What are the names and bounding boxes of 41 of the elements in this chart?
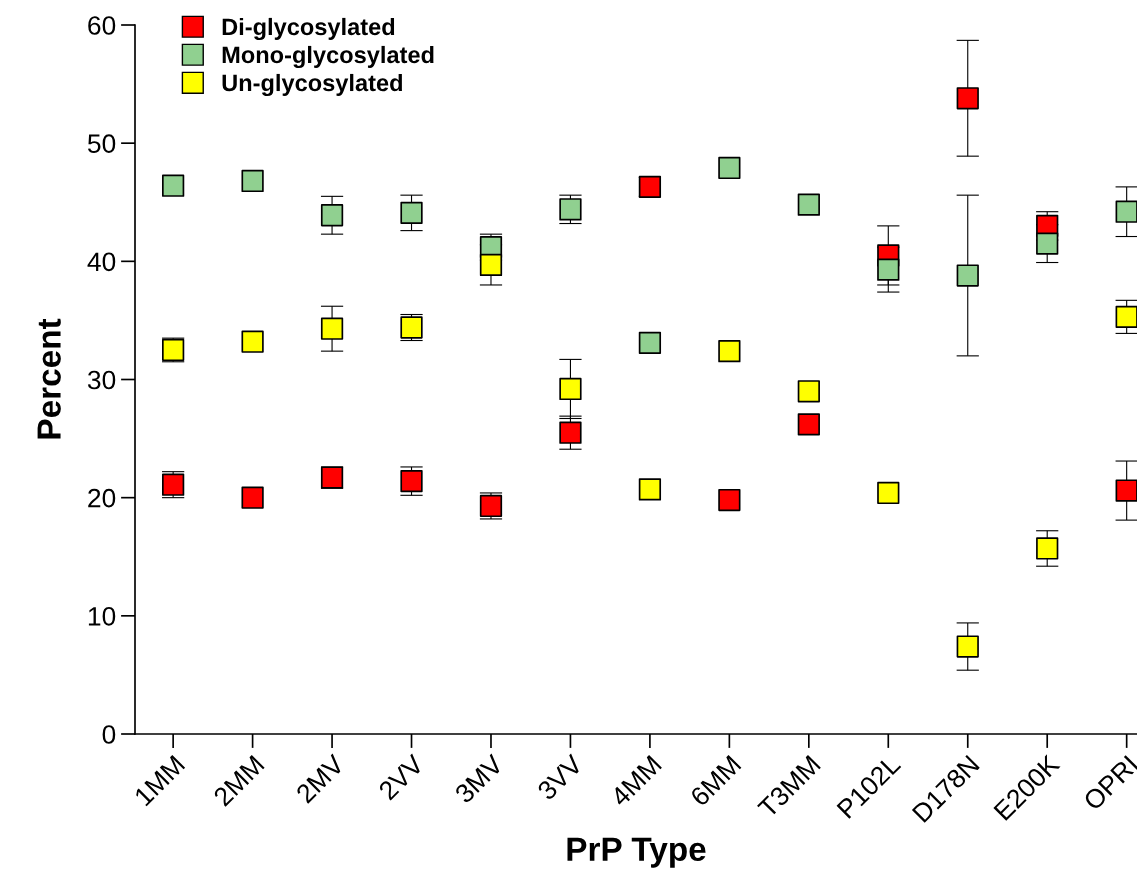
point: [956, 635, 979, 658]
point: [877, 481, 900, 505]
y-axis-title: Percent: [37, 318, 61, 439]
y-tick-label: 50: [87, 134, 116, 153]
point: [718, 156, 741, 180]
y-tick-label: 30: [87, 370, 116, 390]
point: [956, 87, 979, 110]
point: [956, 264, 979, 287]
point: [638, 331, 662, 355]
point: [162, 174, 185, 197]
point: [638, 478, 662, 501]
point: [797, 380, 820, 403]
point: [877, 258, 900, 281]
point: [400, 201, 423, 225]
point: [320, 317, 344, 340]
point: [1115, 479, 1137, 502]
point: [320, 204, 344, 227]
point: [1036, 232, 1059, 255]
y-tick-label: 10: [88, 606, 116, 626]
legend-label: Di-glycosylated: [222, 17, 395, 41]
x-axis-title: PrP Type: [567, 837, 706, 868]
point: [1115, 305, 1137, 329]
point: [638, 175, 662, 199]
legend-label: Un-glycosylated: [222, 73, 402, 97]
y-tick-label: 40: [87, 252, 116, 272]
point: [1036, 537, 1059, 560]
point: [241, 169, 264, 193]
y-tick-label: 60: [88, 16, 116, 35]
point: [559, 377, 582, 401]
y-tick-label: 0: [102, 725, 116, 744]
point: [718, 340, 741, 363]
point: [479, 253, 503, 277]
point: [718, 488, 741, 512]
point: [241, 330, 264, 353]
legend-label: Mono-glycosylated: [222, 45, 434, 69]
point: [797, 193, 820, 216]
point: [559, 421, 582, 444]
point: [797, 413, 820, 436]
y-tick-label: 20: [88, 488, 116, 508]
point: [241, 486, 264, 509]
point: [1115, 200, 1137, 223]
